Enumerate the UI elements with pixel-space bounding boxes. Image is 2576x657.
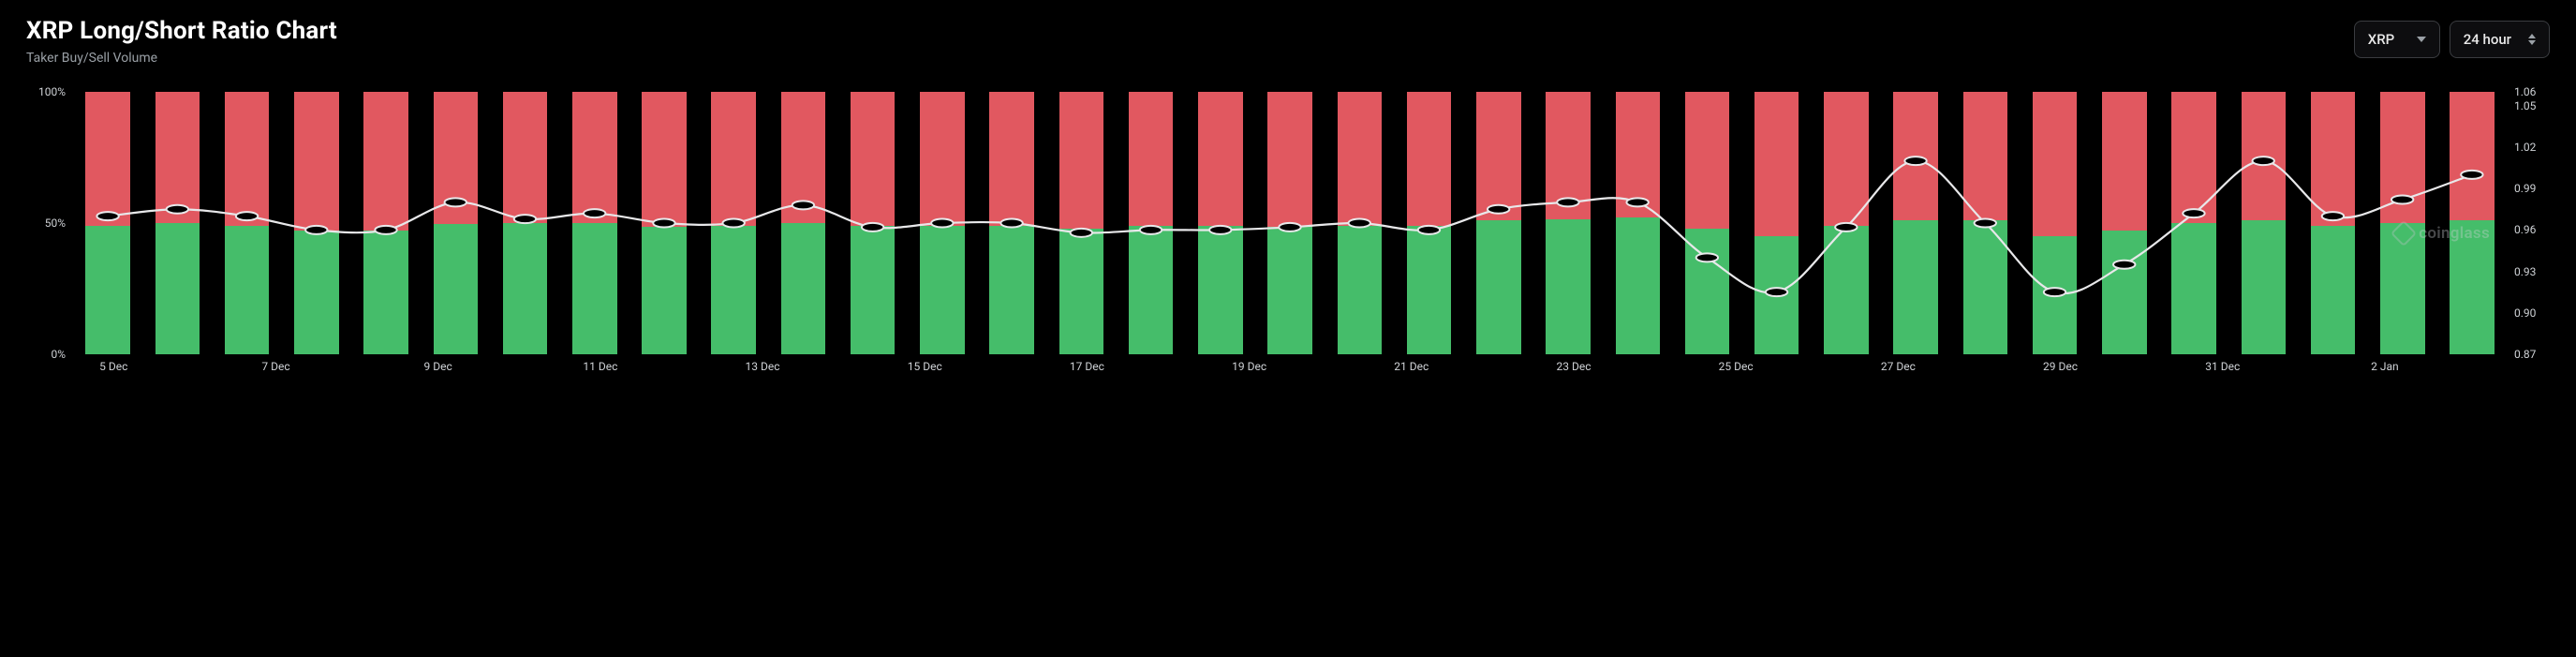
x-tick	[479, 360, 560, 373]
ratio-marker	[584, 209, 605, 217]
ratio-marker	[931, 219, 953, 228]
chart-area: 0%50%100% coinglass 0.870.900.930.960.99…	[26, 92, 2550, 354]
ratio-marker	[1904, 157, 1926, 165]
x-tick: 9 Dec	[397, 360, 479, 373]
x-tick	[1128, 360, 1209, 373]
interval-selector[interactable]: 24 hour	[2450, 21, 2550, 58]
ratio-line	[73, 92, 2507, 354]
header-row: XRP Long/Short Ratio Chart Taker Buy/Sel…	[26, 17, 2550, 66]
ratio-marker	[1349, 219, 1370, 228]
x-tick: 21 Dec	[1371, 360, 1453, 373]
x-tick: 19 Dec	[1208, 360, 1290, 373]
x-tick: 17 Dec	[1046, 360, 1128, 373]
x-tick: 11 Dec	[560, 360, 642, 373]
x-tick	[317, 360, 398, 373]
ratio-marker	[1000, 219, 1022, 228]
ratio-marker	[445, 198, 466, 206]
ratio-marker	[792, 201, 814, 209]
ratio-marker	[2253, 157, 2274, 165]
x-tick: 23 Dec	[1533, 360, 1615, 373]
x-tick	[1452, 360, 1533, 373]
ratio-marker	[653, 219, 674, 228]
x-axis: 5 Dec 7 Dec 9 Dec 11 Dec 13 Dec 15 Dec 17 Dec 1…	[73, 360, 2507, 373]
ratio-marker	[2461, 171, 2482, 179]
x-tick: 31 Dec	[2182, 360, 2263, 373]
ratio-marker	[1835, 223, 1857, 231]
x-tick: 25 Dec	[1695, 360, 1777, 373]
y-right-tick: 0.87	[2514, 348, 2536, 361]
asset-selector-label: XRP	[2368, 31, 2394, 48]
ratio-marker	[1140, 226, 1162, 234]
y-right-tick: 1.05	[2514, 99, 2536, 112]
x-tick: 15 Dec	[884, 360, 966, 373]
controls: XRP 24 hour	[2354, 21, 2550, 58]
chevron-down-icon	[2417, 37, 2426, 42]
ratio-marker	[375, 226, 396, 234]
y-right-tick: 0.90	[2514, 306, 2536, 320]
x-tick	[1290, 360, 1371, 373]
y-right-tick: 1.02	[2514, 141, 2536, 154]
ratio-marker	[2391, 195, 2413, 203]
x-tick	[641, 360, 722, 373]
x-tick	[1939, 360, 2021, 373]
x-tick	[2101, 360, 2183, 373]
x-tick	[803, 360, 884, 373]
y-right-tick: 0.99	[2514, 182, 2536, 195]
x-tick	[2263, 360, 2345, 373]
ratio-marker	[514, 215, 536, 223]
plot: coinglass	[73, 92, 2507, 354]
x-tick	[155, 360, 236, 373]
ratio-marker	[2113, 261, 2135, 269]
ratio-marker	[1071, 229, 1092, 237]
interval-selector-label: 24 hour	[2464, 31, 2511, 48]
page-subtitle: Taker Buy/Sell Volume	[26, 51, 337, 66]
y-axis-right: 0.870.900.930.960.991.021.051.06	[2507, 92, 2550, 354]
ratio-marker	[1696, 253, 1718, 261]
asset-selector[interactable]: XRP	[2354, 21, 2440, 58]
ratio-marker	[1975, 219, 1996, 228]
x-tick	[1776, 360, 1858, 373]
x-tick: 2 Jan	[2345, 360, 2426, 373]
y-left-tick: 0%	[51, 348, 66, 361]
x-tick	[1614, 360, 1695, 373]
y-left-tick: 50%	[45, 217, 66, 230]
ratio-marker	[236, 212, 258, 220]
y-left-tick: 100%	[38, 85, 66, 98]
x-tick: 5 Dec	[73, 360, 155, 373]
y-axis-left: 0%50%100%	[26, 92, 73, 354]
y-right-tick: 0.96	[2514, 223, 2536, 236]
ratio-marker	[305, 226, 327, 234]
ratio-marker	[2183, 209, 2204, 217]
ratio-marker	[2044, 288, 2065, 296]
x-tick	[2425, 360, 2507, 373]
ratio-marker	[1418, 226, 1440, 234]
ratio-marker	[2322, 212, 2344, 220]
ratio-marker	[862, 223, 883, 231]
ratio-marker	[1766, 288, 1787, 296]
ratio-marker	[96, 212, 118, 220]
ratio-marker	[167, 205, 188, 214]
ratio-marker	[1488, 205, 1509, 214]
x-tick: 29 Dec	[2020, 360, 2101, 373]
x-tick: 7 Dec	[235, 360, 317, 373]
titles: XRP Long/Short Ratio Chart Taker Buy/Sel…	[26, 17, 337, 66]
ratio-marker	[1557, 198, 1578, 206]
x-tick: 13 Dec	[722, 360, 804, 373]
ratio-marker	[1626, 198, 1648, 206]
ratio-marker	[1209, 226, 1231, 234]
chart-widget: XRP Long/Short Ratio Chart Taker Buy/Sel…	[0, 0, 2576, 382]
page-title: XRP Long/Short Ratio Chart	[26, 17, 337, 45]
sort-icon	[2528, 34, 2536, 45]
ratio-marker	[722, 219, 744, 228]
y-right-tick: 0.93	[2514, 265, 2536, 278]
x-tick	[966, 360, 1047, 373]
x-tick: 27 Dec	[1858, 360, 1939, 373]
y-right-tick: 1.06	[2514, 85, 2536, 98]
ratio-marker	[1279, 223, 1300, 231]
